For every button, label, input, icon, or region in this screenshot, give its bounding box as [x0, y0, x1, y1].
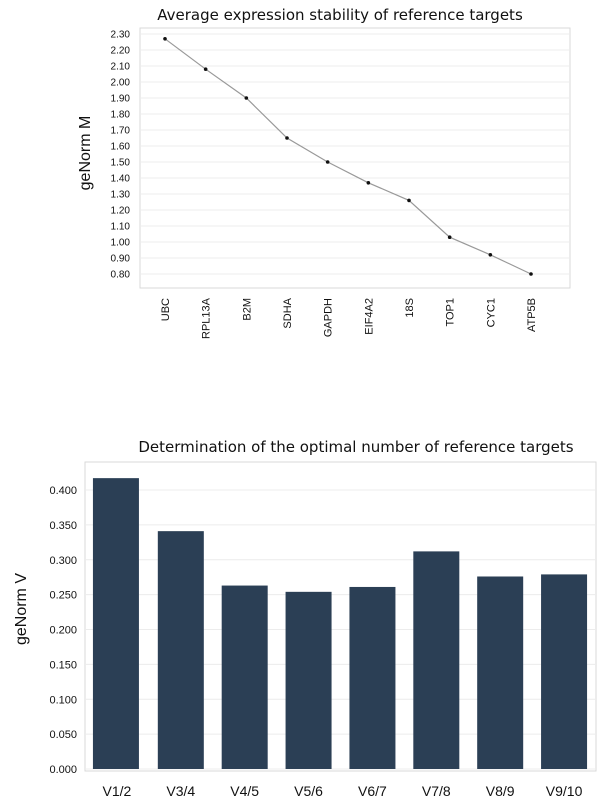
chart2-y-tick-label: 0.300	[49, 555, 77, 567]
chart1-y-tick-label: 1.90	[111, 94, 131, 105]
chart1-data-point	[203, 67, 208, 71]
chart2-bar	[285, 591, 332, 769]
chart2-y-tick-label: 0.350	[49, 520, 77, 532]
chart1-x-tick-label: 18S	[404, 298, 416, 318]
chart1-series-line	[164, 38, 532, 275]
chart1-y-tick-label: 1.60	[111, 142, 131, 153]
chart2-title: Determination of the optimal number of r…	[138, 438, 573, 456]
chart1-x-tick-label: B2M	[241, 298, 253, 321]
chart1-y-tick-label: 1.20	[111, 206, 131, 217]
chart2-ylabel: geNorm V	[13, 573, 30, 645]
chart1-data-point	[285, 136, 289, 140]
chart1-data-point	[244, 96, 249, 100]
chart1-y-tick-label: 2.20	[111, 46, 131, 57]
chart1-x-tick-label: ATP5B	[526, 298, 538, 332]
chart1-x-tick-label: UBC	[160, 298, 172, 321]
chart2-frame	[84, 461, 597, 772]
chart2-x-tick-label: V4/5	[230, 783, 259, 799]
chart2-x-tick-label: V8/9	[486, 783, 515, 799]
chart1-y-tick-label: 2.00	[111, 78, 131, 89]
chart2-y-tick-label: 0.100	[49, 694, 77, 706]
chart2-y-tick-label: 0.200	[49, 625, 77, 637]
chart2-y-tick-label: 0.050	[49, 729, 77, 741]
chart2-x-tick-label: V1/2	[103, 783, 132, 799]
chart1-y-tick-label: 1.40	[111, 174, 131, 185]
chart1-x-tick-label: EIF4A2	[363, 298, 375, 335]
chart1-x-tick-label: TOP1	[445, 298, 457, 327]
chart1-y-tick-label: 1.50	[111, 158, 131, 169]
chart1-y-tick-label: 1.80	[111, 110, 131, 121]
chart2-bar	[541, 574, 588, 769]
chart1-y-tick-label: 1.10	[111, 222, 131, 233]
chart1-data-point	[447, 235, 452, 239]
chart2-y-tick-label: 0.000	[49, 764, 77, 776]
chart1-ylabel: geNorm M	[77, 116, 94, 191]
chart2-bar	[92, 478, 139, 769]
chart1-y-tick-label: 1.70	[111, 126, 131, 137]
chart2-plot-area: 0.400 0.350 0.300 0.250 0.200 0.150 0.100 0.050…	[49, 461, 597, 799]
chart2-bar	[221, 585, 268, 769]
chart1-x-tick-label: CYC1	[485, 298, 497, 327]
chart1-y-tick-label: 2.10	[111, 62, 131, 73]
chart2-bar	[413, 551, 460, 769]
chart1-x-tick-label: GAPDH	[323, 298, 335, 337]
chart1-y-tick-label: 2.30	[111, 30, 131, 41]
chart1-plot-area: 2.30 2.20 2.10 2.00 1.90 1.80 1.70 1.60 1.50 1.40…	[111, 27, 571, 339]
chart2-bar	[477, 576, 524, 769]
chart1-x-tick-label: RPL13A	[201, 297, 213, 339]
chart1-y-tick-label: 0.90	[111, 254, 131, 265]
chart2-x-tick-label: V3/4	[166, 783, 195, 799]
chart2-bar	[157, 531, 204, 769]
chart2-y-tick-label: 0.250	[49, 590, 77, 602]
chart1-data-point	[366, 181, 371, 185]
chart1-data-point	[529, 272, 533, 276]
chart2-x-tick-label: V6/7	[358, 783, 387, 799]
chart1-data-point	[325, 160, 330, 164]
chart1-y-tick-label: 1.00	[111, 238, 131, 249]
chart1-y-tick-label: 0.80	[111, 270, 131, 281]
chart2-x-tick-label: V7/8	[422, 783, 451, 799]
chart1-y-tick-label: 1.30	[111, 190, 131, 201]
chart1-x-tick-label: SDHA	[282, 297, 294, 328]
chart1-data-point	[407, 198, 411, 203]
chart2-bar	[349, 586, 396, 769]
chart1-frame	[139, 27, 571, 289]
chart2-y-tick-label: 0.150	[49, 659, 77, 671]
stability-chart: Average expression stability of referenc…	[77, 6, 571, 339]
chart1-title: Average expression stability of referenc…	[157, 6, 523, 24]
chart2-x-tick-label: V5/6	[294, 783, 323, 799]
chart2-y-tick-label: 0.400	[49, 485, 77, 497]
chart1-data-point	[488, 253, 493, 257]
chart2-x-tick-label: V9/10	[546, 783, 583, 799]
chart1-data-point	[163, 37, 167, 41]
